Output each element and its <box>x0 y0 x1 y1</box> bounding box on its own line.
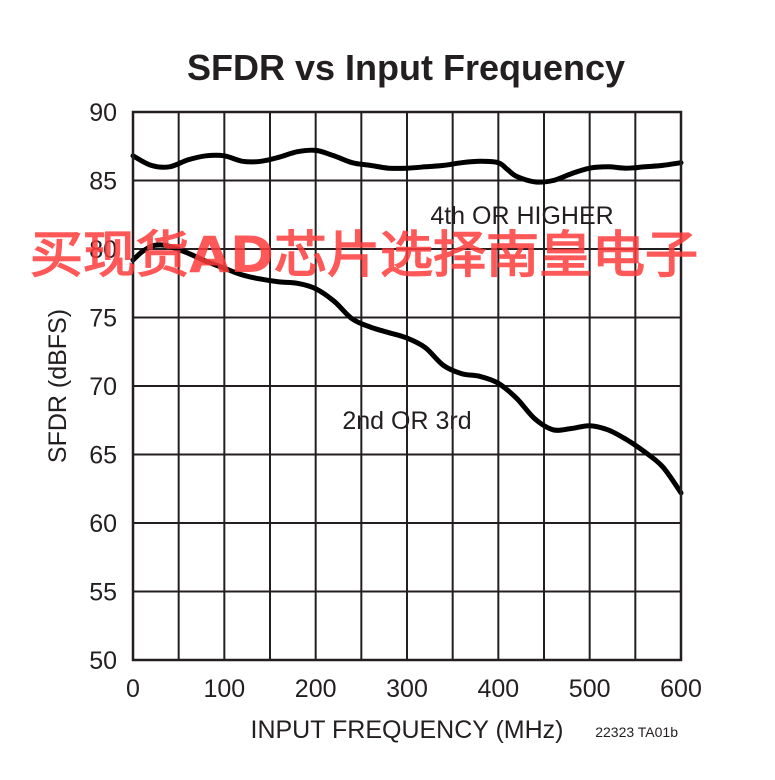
x-tick-label: 300 <box>386 675 428 703</box>
y-tick-label: 70 <box>89 373 117 401</box>
y-tick-label: 75 <box>89 305 117 333</box>
y-tick-label: 90 <box>89 99 117 127</box>
x-axis-label: INPUT FREQUENCY (MHz) <box>251 716 564 744</box>
x-tick-label: 100 <box>203 675 245 703</box>
y-tick-label: 65 <box>89 442 117 470</box>
plot-lines <box>130 147 684 496</box>
y-tick-label: 55 <box>89 579 117 607</box>
annotation-4th-or-higher: 4th OR HIGHER <box>430 202 613 230</box>
x-tick-label: 400 <box>477 675 519 703</box>
figure-code: 22323 TA01b <box>595 724 678 740</box>
series-line-1 <box>130 147 684 185</box>
x-tick-label: 200 <box>295 675 337 703</box>
x-tick-label: 0 <box>126 675 140 703</box>
annotation-2nd-or-3rd: 2nd OR 3rd <box>342 407 471 435</box>
chart-title: SFDR vs Input Frequency <box>187 47 625 88</box>
y-tick-label: 85 <box>89 168 117 196</box>
series-line-2 <box>130 242 684 496</box>
watermark-text: 买现货AD芯片选择南皇电子 <box>30 226 698 284</box>
x-tick-label: 500 <box>569 675 611 703</box>
tick-labels: 0 100 200 300 400 500 600 50 55 60 65 70 75 80 85 90 <box>89 99 702 703</box>
y-axis-label: SFDR (dBFS) <box>44 309 72 463</box>
y-tick-label: 50 <box>89 647 117 675</box>
y-tick-label: 80 <box>89 236 117 264</box>
x-tick-label: 600 <box>660 675 702 703</box>
plot-frame <box>131 110 683 662</box>
y-tick-label: 60 <box>89 510 117 538</box>
grid <box>133 112 681 660</box>
